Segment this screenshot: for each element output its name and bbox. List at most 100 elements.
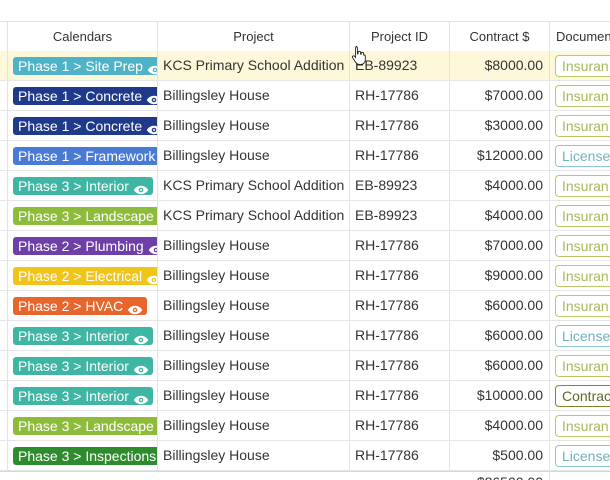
document-badge[interactable]: Insuran <box>555 115 610 137</box>
calendar-tag[interactable]: Phase 3 > Landscape <box>13 417 157 435</box>
project-cell[interactable]: Billingsley House <box>158 381 350 410</box>
contract-cell[interactable]: $4000.00 <box>450 411 550 440</box>
table-row[interactable]: Phase 3 > Inspections Billingsley House RH… <box>0 441 610 471</box>
document-badge[interactable]: Insuran <box>555 235 610 257</box>
project-cell[interactable]: Billingsley House <box>158 141 350 170</box>
document-badge[interactable]: Insuran <box>555 175 610 197</box>
documents-cell[interactable]: Insuran <box>550 171 610 200</box>
project-id-cell[interactable]: EB-89923 <box>350 51 450 80</box>
calendars-cell[interactable]: Phase 2 > Plumbing <box>8 231 158 260</box>
calendar-tag[interactable]: Phase 3 > Landscape <box>13 207 157 225</box>
calendars-cell[interactable]: Phase 3 > Interior <box>8 351 158 380</box>
header-project-id[interactable]: Project ID <box>350 22 450 52</box>
contract-cell[interactable]: $9000.00 <box>450 261 550 290</box>
calendar-tag[interactable]: Phase 1 > Framework <box>13 147 157 165</box>
project-cell[interactable]: KCS Primary School Addition <box>158 171 350 200</box>
project-id-cell[interactable]: EB-89923 <box>350 201 450 230</box>
table-row[interactable]: Phase 3 > Landscape Billingsley House RH-1… <box>0 411 610 441</box>
documents-cell[interactable]: Insuran <box>550 111 610 140</box>
table-row[interactable]: Phase 1 > Concrete Billingsley House RH-17… <box>0 81 610 111</box>
calendars-cell[interactable]: Phase 3 > Landscape <box>8 411 158 440</box>
documents-cell[interactable]: License <box>550 441 610 470</box>
documents-cell[interactable]: Contrac <box>550 381 610 410</box>
contract-cell[interactable]: $12000.00 <box>450 141 550 170</box>
eye-icon[interactable] <box>133 361 149 375</box>
row-handle[interactable] <box>0 231 8 260</box>
row-handle[interactable] <box>0 261 8 290</box>
document-badge[interactable]: Contrac <box>555 385 610 407</box>
document-badge[interactable]: License <box>555 325 610 347</box>
project-id-cell[interactable]: RH-17786 <box>350 231 450 260</box>
contract-cell[interactable]: $7000.00 <box>450 81 550 110</box>
calendar-tag[interactable]: Phase 3 > Interior <box>13 327 153 345</box>
calendar-tag[interactable]: Phase 3 > Inspections <box>13 447 157 465</box>
eye-icon[interactable] <box>147 61 157 75</box>
header-project[interactable]: Project <box>158 22 350 52</box>
project-id-cell[interactable]: RH-17786 <box>350 441 450 470</box>
calendars-cell[interactable]: Phase 2 > Electrical <box>8 261 158 290</box>
eye-icon[interactable] <box>133 181 149 195</box>
calendars-cell[interactable]: Phase 3 > Interior <box>8 171 158 200</box>
project-id-cell[interactable]: RH-17786 <box>350 141 450 170</box>
document-badge[interactable]: Insuran <box>555 55 610 77</box>
row-handle[interactable] <box>0 411 8 440</box>
documents-cell[interactable]: Insuran <box>550 411 610 440</box>
row-handle[interactable] <box>0 141 8 170</box>
table-row[interactable]: Phase 3 > Interior Billingsley House RH-17… <box>0 321 610 351</box>
calendars-cell[interactable]: Phase 1 > Concrete <box>8 81 158 110</box>
project-cell[interactable]: KCS Primary School Addition <box>158 201 350 230</box>
calendars-cell[interactable]: Phase 3 > Inspections <box>8 441 158 470</box>
contract-cell[interactable]: $6000.00 <box>450 321 550 350</box>
project-cell[interactable]: Billingsley House <box>158 231 350 260</box>
project-id-cell[interactable]: RH-17786 <box>350 111 450 140</box>
project-cell[interactable]: Billingsley House <box>158 261 350 290</box>
header-calendars[interactable]: Calendars <box>8 22 158 52</box>
contract-cell[interactable]: $6000.00 <box>450 351 550 380</box>
project-id-cell[interactable]: RH-17786 <box>350 261 450 290</box>
table-row[interactable]: Phase 3 > Landscape KCS Primary School Ad… <box>0 201 610 231</box>
document-badge[interactable]: Insuran <box>555 205 610 227</box>
row-handle[interactable] <box>0 351 8 380</box>
table-row[interactable]: Phase 2 > HVAC Billingsley House RH-17786 $… <box>0 291 610 321</box>
table-row[interactable]: Phase 2 > Plumbing Billingsley House RH-17… <box>0 231 610 261</box>
document-badge[interactable]: License <box>555 145 610 167</box>
document-badge[interactable]: Insuran <box>555 85 610 107</box>
document-badge[interactable]: Insuran <box>555 415 610 437</box>
table-row[interactable]: Phase 3 > Interior KCS Primary School Add… <box>0 171 610 201</box>
project-cell[interactable]: Billingsley House <box>158 411 350 440</box>
project-cell[interactable]: Billingsley House <box>158 291 350 320</box>
eye-icon[interactable] <box>133 331 149 345</box>
calendar-tag[interactable]: Phase 1 > Concrete <box>13 87 157 105</box>
eye-icon[interactable] <box>146 271 157 285</box>
document-badge[interactable]: License <box>555 445 610 467</box>
calendar-tag[interactable]: Phase 1 > Concrete <box>13 117 157 135</box>
table-row[interactable]: Phase 1 > Concrete Billingsley House RH-17… <box>0 111 610 141</box>
row-handle[interactable] <box>0 291 8 320</box>
calendar-tag[interactable]: Phase 3 > Interior <box>13 177 153 195</box>
table-row[interactable]: Phase 1 > Site Prep KCS Primary School Ad… <box>0 51 610 81</box>
calendar-tag[interactable]: Phase 1 > Site Prep <box>13 57 157 75</box>
documents-cell[interactable]: License <box>550 321 610 350</box>
calendars-cell[interactable]: Phase 1 > Concrete <box>8 111 158 140</box>
row-handle[interactable] <box>0 321 8 350</box>
project-cell[interactable]: Billingsley House <box>158 81 350 110</box>
table-row[interactable]: Phase 3 > Interior Billingsley House RH-17… <box>0 351 610 381</box>
calendars-cell[interactable]: Phase 3 > Interior <box>8 381 158 410</box>
eye-icon[interactable] <box>146 121 157 135</box>
calendar-tag[interactable]: Phase 2 > HVAC <box>13 297 148 315</box>
contract-cell[interactable]: $3000.00 <box>450 111 550 140</box>
contract-cell[interactable]: $4000.00 <box>450 201 550 230</box>
project-id-cell[interactable]: RH-17786 <box>350 321 450 350</box>
project-cell[interactable]: KCS Primary School Addition <box>158 51 350 80</box>
calendars-cell[interactable]: Phase 3 > Landscape <box>8 201 158 230</box>
documents-cell[interactable]: Insuran <box>550 351 610 380</box>
documents-cell[interactable]: Insuran <box>550 231 610 260</box>
document-badge[interactable]: Insuran <box>555 355 610 377</box>
contract-cell[interactable]: $4000.00 <box>450 171 550 200</box>
contract-cell[interactable]: $6000.00 <box>450 291 550 320</box>
project-cell[interactable]: Billingsley House <box>158 111 350 140</box>
calendar-tag[interactable]: Phase 3 > Interior <box>13 387 153 405</box>
documents-cell[interactable]: License <box>550 141 610 170</box>
row-handle[interactable] <box>0 171 8 200</box>
contract-cell[interactable]: $10000.00 <box>450 381 550 410</box>
